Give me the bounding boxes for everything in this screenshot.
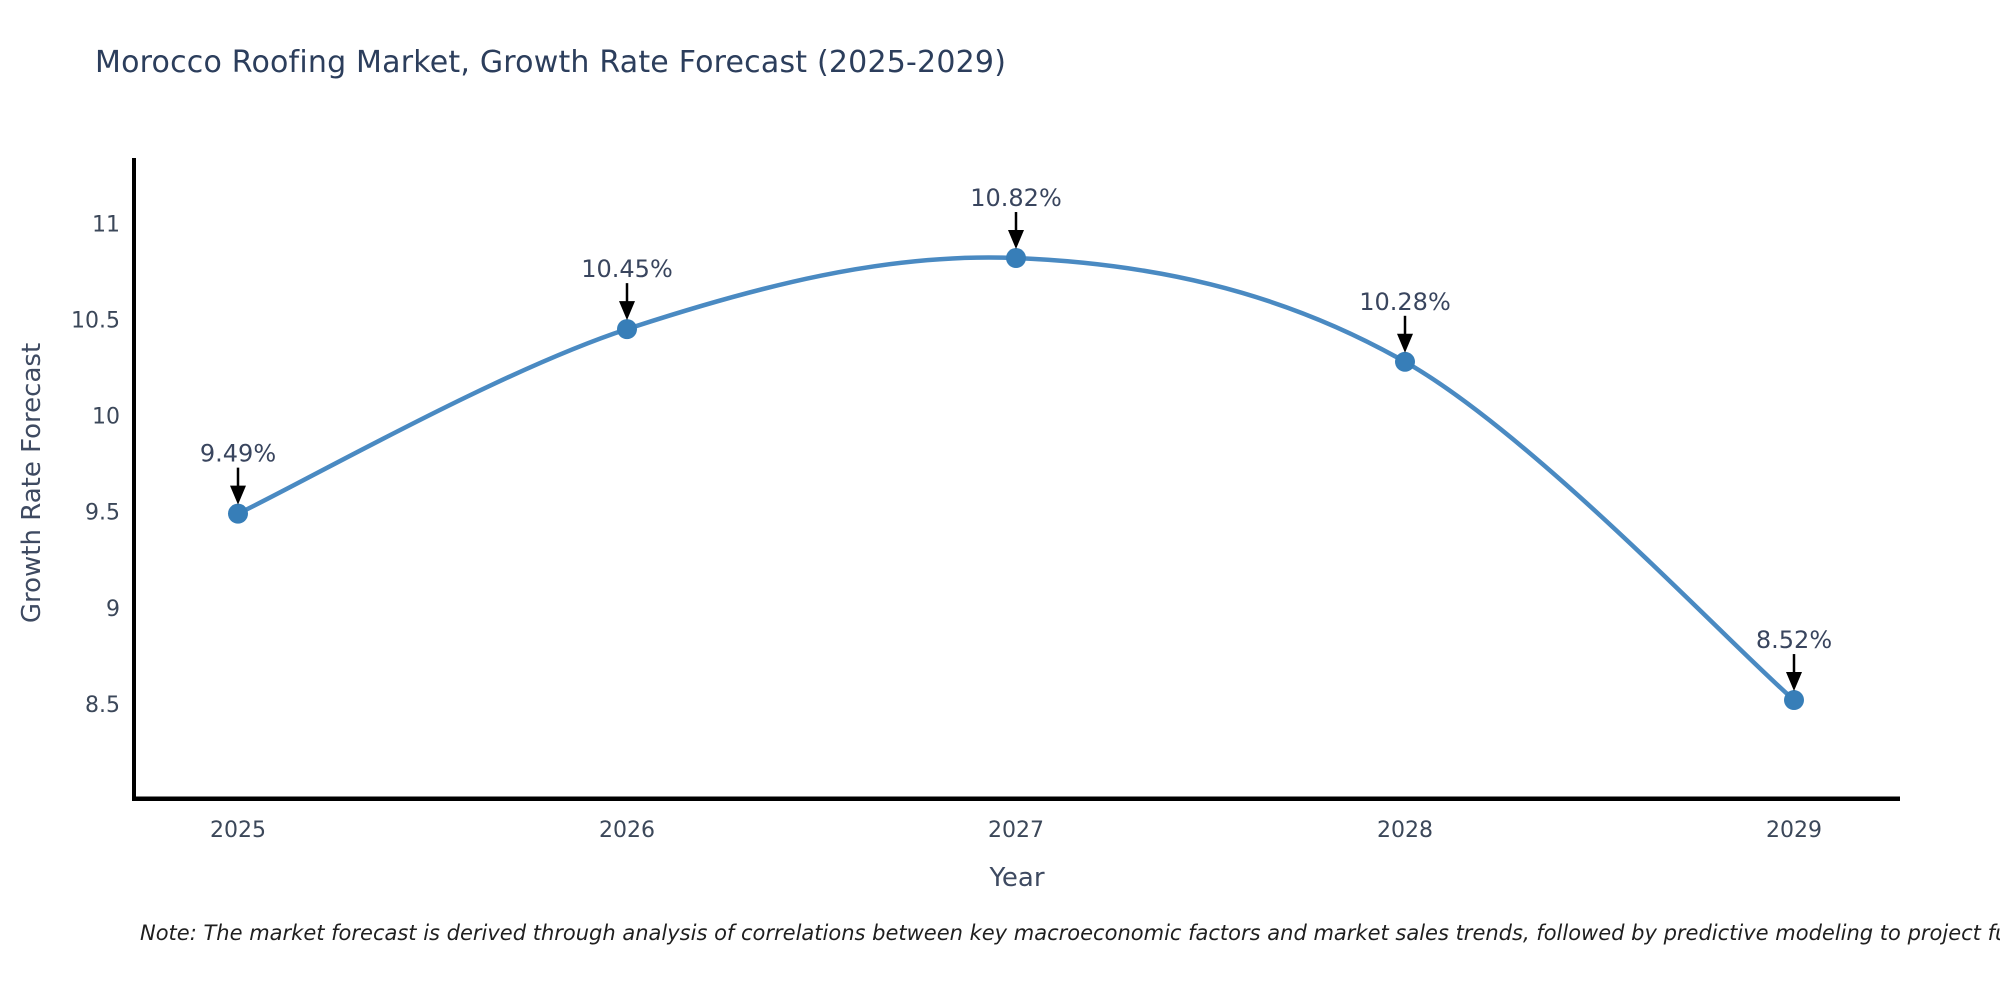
data-point-2028: [1395, 351, 1415, 372]
x-tick-label: 2027: [988, 818, 1044, 843]
x-tick-label: 2026: [599, 818, 655, 843]
y-tick-label: 9.5: [85, 501, 120, 526]
y-axis-spine: [132, 158, 136, 801]
chart-title: Morocco Roofing Market, Growth Rate Fore…: [95, 45, 1007, 80]
data-point-2026: [617, 319, 637, 340]
annotation-arrow-head: [1786, 672, 1802, 692]
annotation-label: 10.28%: [1359, 288, 1451, 316]
annotation-label: 10.82%: [970, 184, 1062, 212]
annotation-arrow-head: [1008, 230, 1024, 250]
trend-line: [235, 255, 1797, 703]
annotation-label: 9.49%: [200, 440, 276, 468]
y-tick-label: 9: [106, 597, 120, 622]
annotation-label: 10.45%: [581, 255, 673, 283]
x-tick-label: 2025: [210, 818, 266, 843]
annotation-arrow-head: [1397, 333, 1413, 353]
data-point-2027: [1006, 248, 1026, 269]
annotation-arrow-head: [230, 485, 246, 505]
y-tick-label: 10.5: [71, 309, 120, 334]
annotation-label: 8.52%: [1756, 626, 1832, 654]
x-tick-label: 2028: [1377, 818, 1433, 843]
x-tick-label: 2029: [1766, 818, 1822, 843]
data-point-2025: [228, 503, 248, 524]
data-point-2029: [1784, 690, 1804, 711]
x-axis-spine: [132, 796, 1900, 801]
x-axis-title: Year: [988, 863, 1044, 893]
footnote: Note: The market forecast is derived thr…: [140, 921, 2000, 945]
y-tick-label: 8.5: [85, 693, 120, 718]
annotation-arrow-head: [619, 301, 635, 321]
y-tick-label: 10: [92, 405, 120, 430]
y-tick-label: 11: [92, 212, 120, 237]
y-axis-title: Growth Rate Forecast: [17, 343, 47, 623]
